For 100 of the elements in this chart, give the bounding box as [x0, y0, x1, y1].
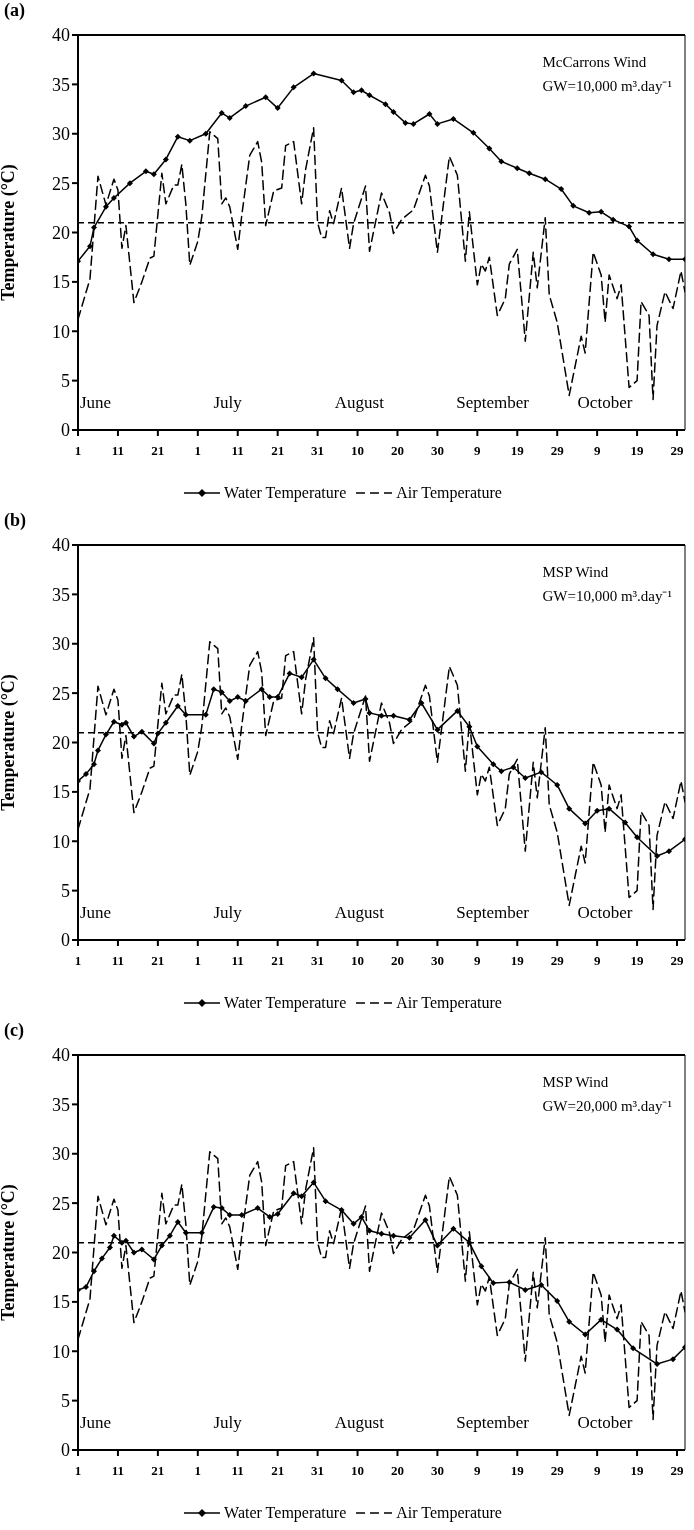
point [426, 111, 433, 117]
point [266, 694, 273, 701]
point [210, 686, 217, 693]
point [242, 698, 249, 705]
point [594, 807, 601, 814]
point [490, 1280, 497, 1287]
point [90, 224, 97, 231]
annotation: October [577, 1413, 633, 1433]
annotation: July [213, 1413, 242, 1433]
point [334, 686, 341, 693]
x-tick-label: 31 [311, 953, 325, 969]
x-tick-label: 9 [593, 953, 601, 969]
y-tick-label: 10 [52, 321, 70, 342]
x-tick-label: 21 [151, 953, 165, 969]
point [598, 208, 605, 215]
point [566, 805, 573, 812]
point [634, 237, 641, 244]
x-tick-label: 20 [390, 1463, 404, 1479]
x-tick-label: 9 [474, 1463, 482, 1479]
annotation: GW=20,000 m³.day⁻¹ [542, 1097, 672, 1116]
x-tick-label: 19 [510, 1463, 525, 1479]
annotation: June [80, 1413, 112, 1433]
annotation: McCarrons Wind [542, 53, 648, 72]
x-tick-label: 9 [474, 443, 482, 459]
point [506, 1279, 513, 1286]
y-tick-label: 20 [52, 222, 70, 243]
point [350, 1220, 357, 1227]
x-tick-label: 10 [351, 1463, 365, 1479]
y-tick-label: 15 [52, 782, 70, 803]
point [466, 1239, 473, 1246]
x-tick-label: 10 [351, 443, 365, 459]
point [498, 158, 505, 165]
point [666, 256, 673, 263]
y-tick-label: 35 [52, 1094, 70, 1115]
y-tick-label: 5 [61, 881, 70, 902]
x-tick-label: 11 [231, 1463, 244, 1479]
point [286, 670, 293, 677]
point [298, 674, 305, 681]
x-tick-label: 11 [111, 1463, 125, 1479]
point [322, 675, 329, 682]
annotation: June [80, 393, 112, 413]
point [130, 733, 137, 740]
point [310, 70, 317, 77]
point [650, 251, 657, 258]
point [110, 1232, 117, 1239]
point [122, 1237, 129, 1244]
point [378, 1230, 385, 1237]
annotation: July [213, 903, 242, 923]
point [478, 1263, 485, 1270]
annotation: MSP Wind [542, 563, 610, 582]
point [226, 698, 233, 705]
y-tick-label: 40 [52, 1045, 70, 1066]
point [110, 718, 117, 725]
point [98, 1255, 105, 1262]
y-tick-label: 30 [52, 124, 70, 145]
point [310, 656, 317, 663]
point [218, 110, 225, 117]
point [666, 848, 673, 855]
annotation: October [577, 903, 633, 923]
point [366, 709, 373, 716]
point [542, 176, 549, 183]
point [242, 103, 249, 110]
point [526, 170, 533, 177]
legend-label: Air Temperature [396, 484, 502, 502]
x-tick-label: 29 [550, 953, 565, 969]
annotation: September [456, 393, 529, 413]
point [390, 109, 397, 116]
point [290, 84, 297, 91]
point [310, 1179, 317, 1186]
point [378, 712, 385, 719]
point [82, 1284, 89, 1291]
point [254, 1205, 261, 1212]
y-tick-label: 30 [52, 1144, 70, 1165]
point [466, 723, 473, 730]
point [350, 700, 357, 706]
point [94, 747, 101, 754]
x-tick-label: 11 [111, 443, 125, 459]
point [418, 700, 425, 706]
point [582, 1331, 589, 1338]
x-tick-label: 20 [390, 953, 404, 969]
legend-label: Air Temperature [396, 1504, 502, 1522]
x-tick-label: 20 [390, 443, 404, 459]
point [258, 686, 265, 693]
point [470, 129, 477, 136]
legend-label: Water Temperature [224, 484, 347, 502]
point [434, 1242, 441, 1249]
y-tick-label: 15 [52, 1292, 70, 1313]
y-tick-label: 0 [61, 1440, 70, 1461]
point [118, 1239, 125, 1246]
y-tick-label: 30 [52, 634, 70, 655]
x-tick-label: 9 [593, 1463, 601, 1479]
annotation: GW=10,000 m³.day⁻¹ [542, 77, 672, 96]
point [202, 130, 209, 137]
annotation: October [577, 393, 633, 413]
point [174, 702, 181, 709]
annotation: July [213, 393, 242, 413]
x-tick-label: 9 [474, 953, 482, 969]
point [654, 853, 661, 860]
point [490, 761, 497, 768]
x-tick-label: 21 [271, 443, 285, 459]
